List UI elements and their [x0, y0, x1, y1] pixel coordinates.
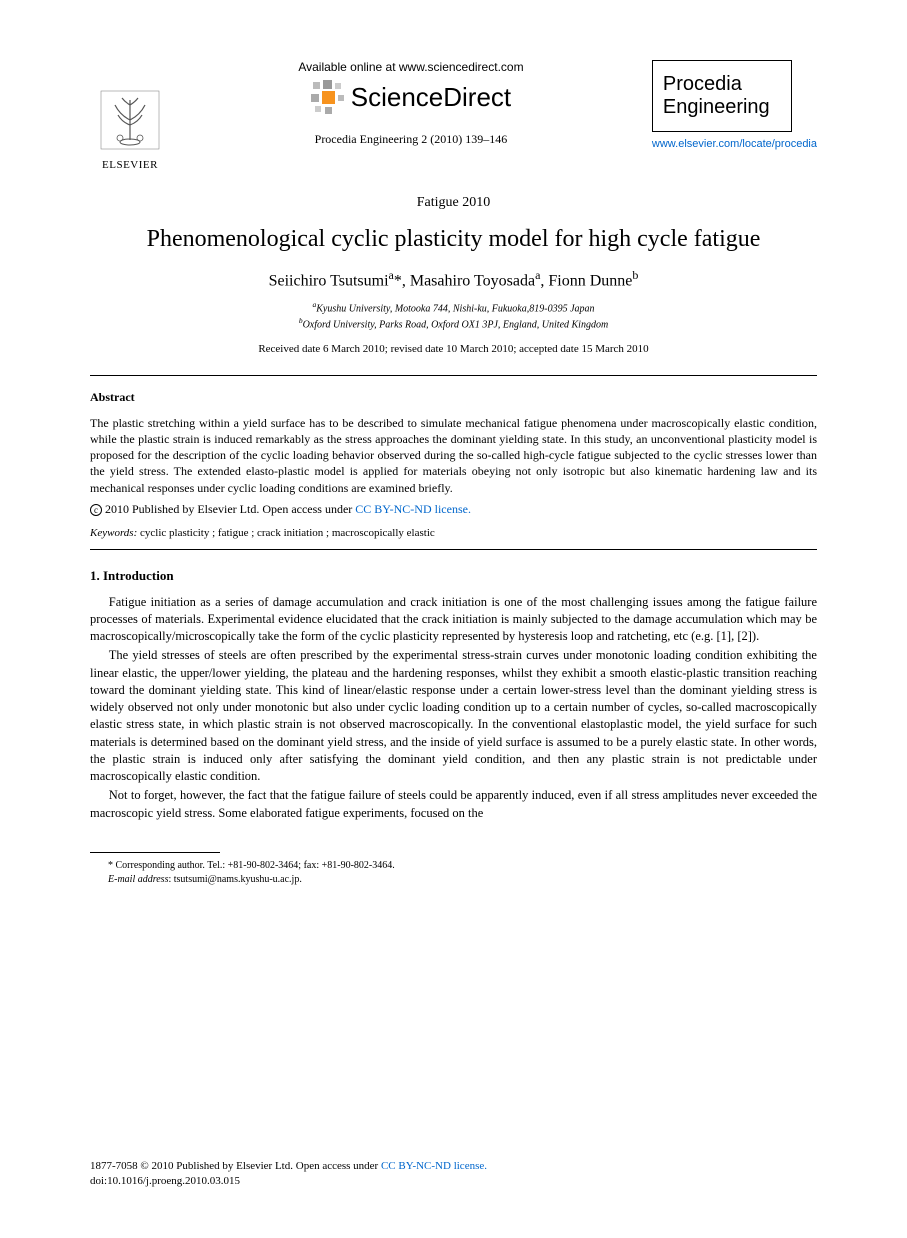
- footer-license-intro: Open access under: [296, 1160, 381, 1172]
- footnote-block: * Corresponding author. Tel.: +81-90-802…: [90, 859, 817, 887]
- email-value: : tsutsumi@nams.kyushu-u.ac.jp.: [168, 874, 301, 885]
- intro-para-2: The yield stresses of steels are often p…: [90, 647, 817, 785]
- journal-name-l2: Engineering: [663, 96, 781, 119]
- email-label: E-mail address: [108, 874, 168, 885]
- publisher-logo-block: ELSEVIER: [90, 60, 170, 171]
- rule-top: [90, 375, 817, 376]
- journal-name-l1: Procedia: [663, 73, 781, 96]
- affiliations: aKyushu University, Motooka 744, Nishi-k…: [90, 300, 817, 333]
- footer-line-1: 1877-7058 © 2010 Published by Elsevier L…: [90, 1159, 817, 1173]
- copyright-line: c 2010 Published by Elsevier Ltd. Open a…: [90, 502, 817, 517]
- affiliation-b: bOxford University, Parks Road, Oxford O…: [90, 316, 817, 332]
- issn: 1877-7058: [90, 1160, 140, 1172]
- footnote-rule: [90, 852, 220, 853]
- available-online-text: Available online at www.sciencedirect.co…: [180, 60, 642, 74]
- corresponding-author: * Corresponding author. Tel.: +81-90-802…: [108, 859, 817, 873]
- citation-line: Procedia Engineering 2 (2010) 139–146: [180, 132, 642, 147]
- header-row: ELSEVIER Available online at www.science…: [90, 60, 817, 171]
- keywords-line: Keywords: cyclic plasticity ; fatigue ; …: [90, 527, 817, 539]
- author-1: Seiichiro Tsutsumi: [269, 272, 389, 289]
- abstract-heading: Abstract: [90, 390, 817, 405]
- journal-block: Procedia Engineering www.elsevier.com/lo…: [652, 60, 817, 150]
- article-dates: Received date 6 March 2010; revised date…: [90, 343, 817, 355]
- license-intro: Open access under: [262, 502, 355, 516]
- footer-license-link[interactable]: CC BY-NC-ND license.: [381, 1160, 487, 1172]
- license-link[interactable]: CC BY-NC-ND license.: [355, 502, 471, 516]
- abstract-body: The plastic stretching within a yield su…: [90, 415, 817, 496]
- affiliation-a-text: Kyushu University, Motooka 744, Nishi-ku…: [316, 303, 594, 314]
- keywords-label: Keywords:: [90, 527, 137, 539]
- author-1-corr: *: [394, 272, 402, 289]
- author-2: Masahiro Toyosada: [410, 272, 535, 289]
- article-title: Phenomenological cyclic plasticity model…: [90, 225, 817, 254]
- affiliation-a: aKyushu University, Motooka 744, Nishi-k…: [90, 300, 817, 316]
- page-footer: 1877-7058 © 2010 Published by Elsevier L…: [90, 1159, 817, 1188]
- author-3-sup: b: [632, 268, 638, 282]
- publisher-label: ELSEVIER: [90, 159, 170, 171]
- author-3: Fionn Dunne: [548, 272, 632, 289]
- intro-para-3: Not to forget, however, the fact that th…: [90, 787, 817, 822]
- conference-name: Fatigue 2010: [90, 195, 817, 211]
- copyright-text: 2010 Published by Elsevier Ltd.: [105, 502, 259, 516]
- journal-name-box: Procedia Engineering: [652, 60, 792, 132]
- author-2-sup: a: [535, 268, 540, 282]
- sciencedirect-text: ScienceDirect: [351, 82, 511, 113]
- rule-bottom: [90, 549, 817, 550]
- sd-squares-icon: [311, 80, 345, 114]
- page: ELSEVIER Available online at www.science…: [0, 0, 907, 927]
- header-center: Available online at www.sciencedirect.co…: [170, 60, 652, 147]
- doi-line: doi:10.1016/j.proeng.2010.03.015: [90, 1174, 817, 1188]
- section-1-heading: 1. Introduction: [90, 568, 817, 584]
- keywords-text: cyclic plasticity ; fatigue ; crack init…: [140, 527, 435, 539]
- affiliation-b-text: Oxford University, Parks Road, Oxford OX…: [303, 320, 609, 331]
- email-line: E-mail address: tsutsumi@nams.kyushu-u.a…: [108, 873, 817, 887]
- sciencedirect-logo: ScienceDirect: [180, 80, 642, 114]
- footer-copyright: © 2010 Published by Elsevier Ltd.: [140, 1160, 293, 1172]
- intro-para-1: Fatigue initiation as a series of damage…: [90, 594, 817, 646]
- copyright-icon: c: [90, 504, 102, 516]
- authors-line: Seiichiro Tsutsumia*, Masahiro Toyosadaa…: [90, 268, 817, 290]
- journal-url[interactable]: www.elsevier.com/locate/procedia: [652, 138, 817, 150]
- elsevier-tree-icon: [100, 90, 160, 150]
